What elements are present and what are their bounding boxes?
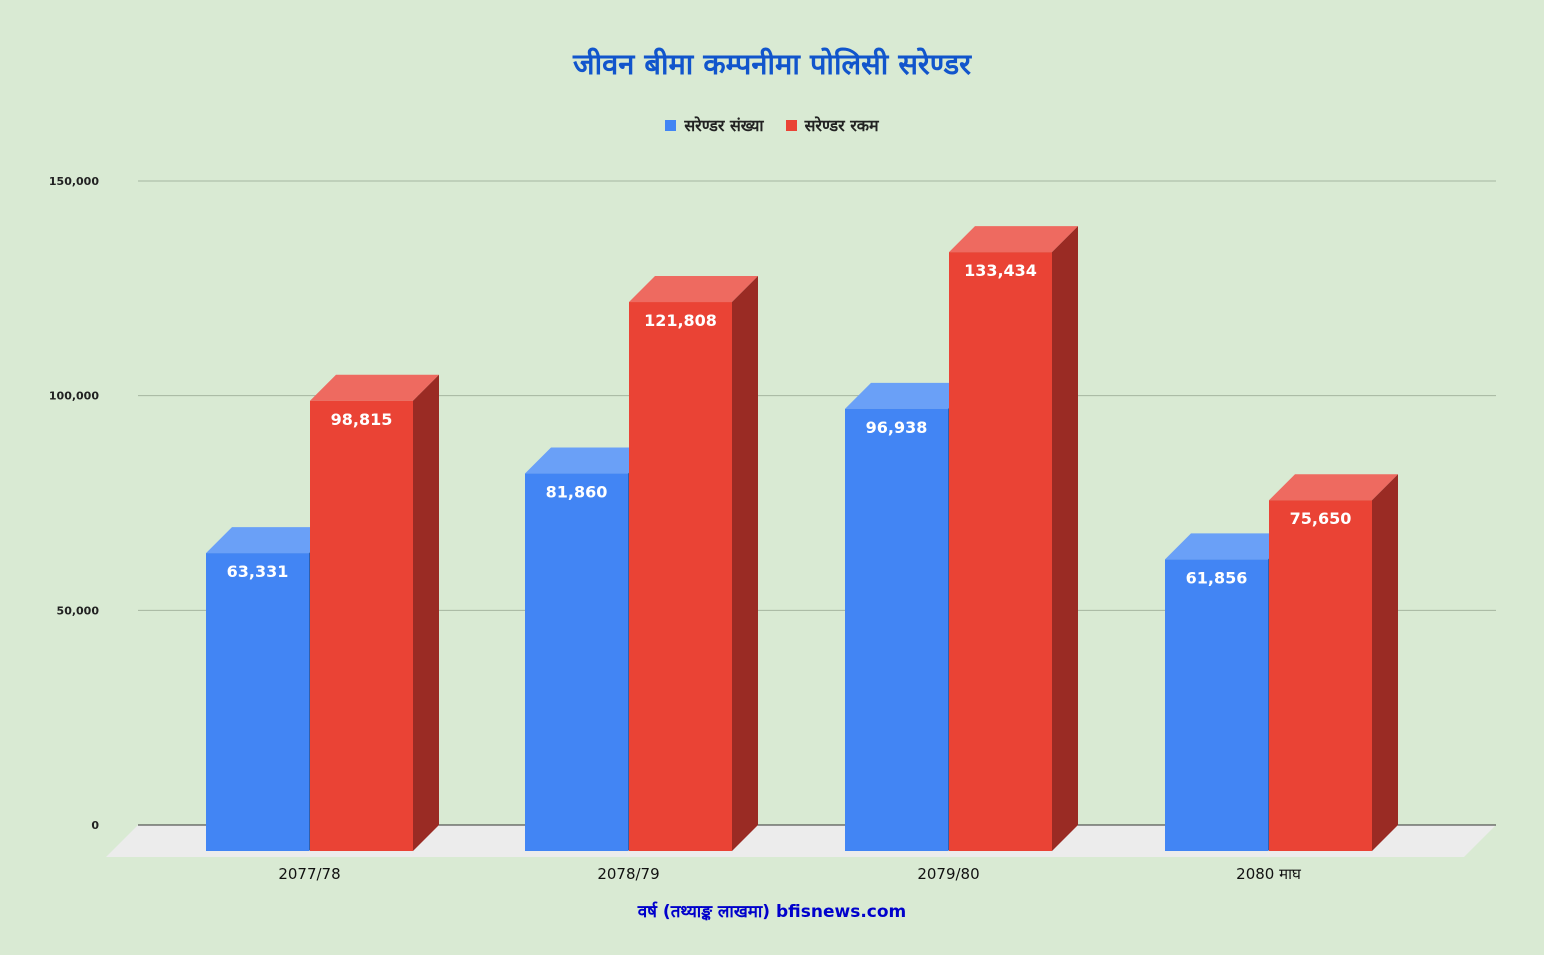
- x-axis-title: वर्ष (तथ्याङ्क लाखमा) bfisnews.com: [637, 902, 907, 922]
- bar: [629, 302, 732, 851]
- data-label: 63,331: [227, 562, 289, 581]
- bar: [310, 400, 413, 851]
- data-label: 121,808: [644, 311, 717, 330]
- x-tick-label: 2077/78: [278, 865, 340, 883]
- y-tick-label: 0: [91, 819, 99, 832]
- bar: [845, 408, 948, 851]
- bar-top-face: [206, 527, 335, 554]
- legend-item-series-2[interactable]: सरेण्डर रकम: [785, 114, 879, 136]
- legend-item-series-1[interactable]: सरेण्डर संख्या: [665, 114, 764, 136]
- data-label: 75,650: [1290, 509, 1352, 528]
- bar-side-face: [1372, 474, 1398, 851]
- bar-top-face: [845, 382, 974, 409]
- chart-title: जीवन बीमा कम्पनीमा पोलिसी सरेण्डर: [573, 47, 971, 81]
- data-label: 96,938: [866, 418, 928, 437]
- bar-top-face: [949, 226, 1078, 253]
- y-tick-label: 100,000: [49, 390, 99, 403]
- bar: [206, 553, 309, 851]
- bar-top-face: [525, 447, 654, 474]
- chart-floor: [106, 825, 1496, 857]
- bar: [1269, 500, 1372, 851]
- bar-top-face: [629, 276, 758, 303]
- bar: [949, 252, 1052, 852]
- bar-top-face: [310, 374, 439, 401]
- y-tick-label: 150,000: [49, 175, 99, 188]
- x-tick-label: 2080 माघ: [1236, 865, 1302, 883]
- bar-side-face: [1052, 226, 1078, 852]
- data-label: 81,860: [546, 483, 608, 502]
- legend-swatch-blue: [665, 119, 677, 131]
- bar: [525, 473, 628, 851]
- legend: सरेण्डर संख्या सरेण्डर रकम: [0, 114, 1544, 136]
- legend-swatch-red: [785, 119, 797, 131]
- bar-side-face: [413, 374, 439, 851]
- data-label: 61,856: [1186, 568, 1248, 587]
- data-label: 98,815: [331, 410, 393, 429]
- legend-label: सरेण्डर संख्या: [684, 116, 764, 135]
- y-tick-label: 50,000: [57, 604, 100, 617]
- bar-top-face: [1165, 533, 1294, 560]
- x-tick-label: 2079/80: [917, 865, 979, 883]
- x-tick-label: 2078/79: [597, 865, 659, 883]
- bar-side-face: [732, 276, 758, 851]
- data-label: 133,434: [964, 261, 1037, 280]
- bar-top-face: [1269, 474, 1398, 501]
- legend-label: सरेण्डर रकम: [804, 116, 879, 135]
- bar: [1165, 559, 1268, 851]
